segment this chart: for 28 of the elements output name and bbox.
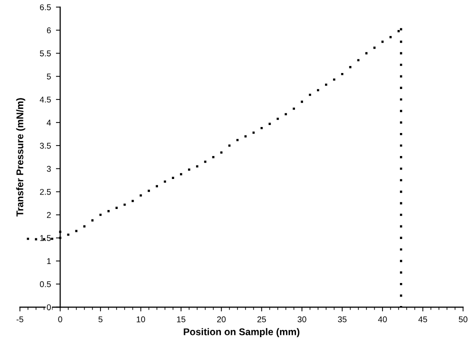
x-tick-label: 35 (338, 316, 347, 322)
y-tick-label: 2.5 (40, 188, 51, 195)
y-tick-label: 4 (46, 120, 51, 126)
y-tick-label: 6.5 (40, 4, 51, 10)
x-tick-label: 20 (217, 316, 226, 322)
x-tick-label: 25 (257, 316, 266, 322)
y-tick-label: 5.5 (40, 50, 51, 56)
y-tick-label: 3.5 (40, 142, 51, 149)
y-tick-label: 1 (47, 258, 51, 264)
x-tick-label: -5 (16, 316, 24, 322)
y-tick-label: 2 (46, 212, 51, 218)
y-tick-label: 4.5 (40, 96, 51, 103)
x-tick-label: 50 (458, 316, 468, 322)
y-axis-title: Transfer Pressure (mN/m) (16, 98, 26, 216)
x-tick-label: 40 (378, 316, 387, 322)
x-tick-label: 30 (298, 316, 306, 322)
y-tick-label: 0 (46, 304, 51, 310)
x-axis-title: Position on Sample (mm) (184, 328, 300, 338)
x-tick-label: 10 (136, 316, 146, 322)
x-tick-label: 45 (418, 316, 428, 322)
x-tick-label: 5 (98, 316, 102, 322)
x-tick-label: 0 (58, 316, 62, 322)
y-tick-label: 5 (46, 74, 51, 80)
y-tick-label: 0.5 (40, 281, 51, 288)
y-tick-label: 6 (46, 27, 51, 34)
x-tick-label: 15 (177, 316, 186, 322)
y-tick-label: 3 (46, 166, 51, 172)
y-tick-label: 1.5 (40, 235, 51, 241)
